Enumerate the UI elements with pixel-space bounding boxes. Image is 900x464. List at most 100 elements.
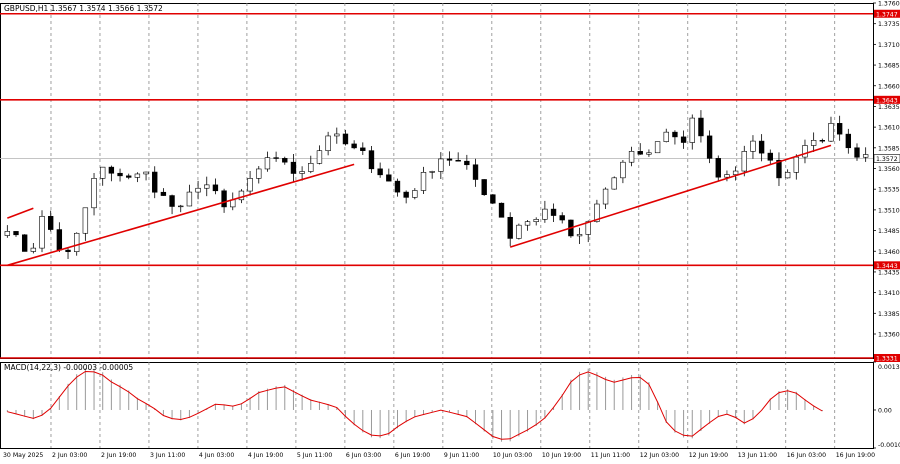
candle-body [212,184,219,192]
candle-body [290,161,297,174]
candle-body [516,224,522,239]
level-price-label: 1.3443 [876,263,898,270]
candle-body [65,249,71,252]
candle-body [776,159,782,179]
candle-body [264,157,271,170]
candle-body [100,166,106,179]
level-price-label: 1.3643 [876,97,898,104]
candle-body [706,135,713,159]
candle-body [368,150,375,170]
candle-body [126,175,132,178]
candle-body [767,152,773,161]
candle-body [446,158,453,161]
candle-body [741,151,747,172]
y-tick-label: 1.3535 [878,187,900,194]
candle-body [82,207,89,234]
current-price-box [873,154,900,163]
candle-body [793,156,799,173]
support-resistance-levels[interactable]: 1.3747 1.3643 1.3443 1.3331 1.3572 [0,9,900,363]
candle-body [412,190,418,198]
x-tick-label: 30 May 2025 [3,452,43,459]
candle-body [654,141,661,154]
candle-body [819,140,825,142]
candle-body [802,145,808,158]
trendline [7,163,355,267]
x-tick-label: 10 Jun 19:00 [542,452,581,459]
candle-body [91,178,97,209]
y-tick-label: 1.3710 [878,42,900,49]
candle-body [143,171,149,175]
candle-body [602,188,609,205]
candle-body [628,151,635,163]
x-tick-label: 12 Jun 03:00 [640,452,679,459]
candle-body [420,172,427,191]
y-tick-label: 1.3360 [878,332,900,339]
y-tick-label: 1.3385 [878,311,900,318]
macd-grid [50,362,836,448]
candle-body [221,190,227,208]
y-tick-label: 1.3585 [878,145,900,152]
candle-body [108,166,115,174]
candle-body [299,171,305,174]
candle-body [178,205,184,208]
y-tick-label: 1.3660 [878,83,900,90]
candle-body [169,195,175,207]
candle-body [542,208,548,220]
candle-body [724,174,730,178]
candle-body [550,208,557,216]
y-tick-label: 1.3685 [878,63,900,70]
candle-body [386,174,392,182]
level-price-box [874,354,900,362]
candle-body [308,163,314,172]
level-price-box [874,261,900,270]
x-tick-label: 12 Jun 19:00 [689,452,728,459]
x-tick-label: 3 Jun 11:00 [150,452,185,459]
macd-y-tick-label: 0.00 [878,407,892,414]
candle-body [559,215,565,221]
level-price-label: 1.3747 [876,11,898,18]
candle-body [117,172,123,177]
candle-body [828,123,834,142]
x-tick-label: 5 Jun 11:00 [297,452,332,459]
y-tick-label: 1.3735 [878,21,900,28]
candle-body [698,117,704,137]
candle-body [160,191,167,196]
candle-body [481,179,487,196]
candle-body [316,150,323,164]
current-price-label: 1.3572 [876,156,898,163]
trendline [7,207,34,219]
price-axis: 1.37601.37351.37101.36851.36601.36351.36… [873,1,900,449]
candle-body [74,232,80,252]
candle-body [56,229,63,251]
candle-body [377,168,383,176]
candle-body [394,180,401,193]
candle-body [256,168,262,179]
candle-body [438,158,444,172]
candle-body [325,135,331,152]
main-grid [0,3,874,449]
trendlines[interactable] [7,144,832,267]
candle-body [637,151,643,155]
candle-body [810,140,817,146]
candle-body [750,140,756,152]
candle-body [472,164,479,180]
candle-body [48,216,54,230]
candle-body [845,133,852,149]
x-tick-label: 16 Jun 19:00 [836,452,875,459]
level-price-box [874,9,900,18]
macd-signal-line [7,370,823,440]
candle-body [152,171,158,193]
candle-body [854,147,860,158]
x-tick-label: 4 Jun 03:00 [199,452,234,459]
candle-body [576,234,583,237]
candle-body [351,143,357,149]
y-tick-label: 1.3435 [878,269,900,276]
macd-y-tick-label: 0.0013 [878,364,900,371]
candle-body [680,136,687,143]
y-tick-label: 1.3510 [878,207,900,214]
candle-body [342,133,349,145]
candle-body [195,187,201,193]
macd-frame [0,362,874,449]
